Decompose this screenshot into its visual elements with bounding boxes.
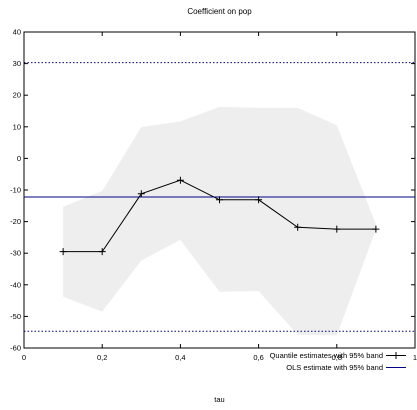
legend-label-ols: OLS estimate with 95% band: [286, 363, 383, 372]
x-tick-label: 0,8: [332, 353, 342, 362]
quantile-point-marker: [137, 190, 145, 198]
x-tick-label: 1: [413, 353, 417, 362]
x-tick-label: 0: [22, 353, 26, 362]
quantile-point-marker: [98, 248, 106, 256]
y-tick-label: 30: [13, 59, 21, 68]
x-tick-label: 0,2: [97, 353, 107, 362]
y-tick-label: -10: [10, 186, 21, 195]
quantile-point-marker: [59, 248, 67, 256]
legend-label-quantile: Quantile estimates with 95% band: [270, 351, 383, 360]
x-axis-title: tau: [214, 395, 224, 404]
y-tick-label: -50: [10, 312, 21, 321]
y-tick-label: 20: [13, 91, 21, 100]
x-tick-label: 0,6: [253, 353, 263, 362]
quantile-point-marker: [216, 196, 223, 204]
quantile-point-marker: [294, 223, 302, 231]
quantile-confidence-band: [63, 106, 376, 336]
quantile-point-marker: [176, 176, 184, 184]
y-tick-label: -30: [10, 249, 21, 258]
y-tick-label: 0: [17, 154, 21, 163]
quantile-point-marker: [255, 196, 263, 204]
chart-title: Coefficient on pop: [187, 7, 252, 16]
legend-swatch-quantile-marker: [392, 352, 400, 359]
y-tick-label: 10: [13, 122, 21, 131]
x-tick-label: 0,4: [175, 353, 185, 362]
quantile-point-marker: [372, 225, 380, 233]
y-tick-label: -20: [10, 217, 21, 226]
y-tick-label: -40: [10, 280, 21, 289]
y-tick-label: 40: [13, 28, 21, 37]
y-tick-label: -60: [10, 344, 21, 353]
quantile-point-marker: [333, 225, 341, 233]
